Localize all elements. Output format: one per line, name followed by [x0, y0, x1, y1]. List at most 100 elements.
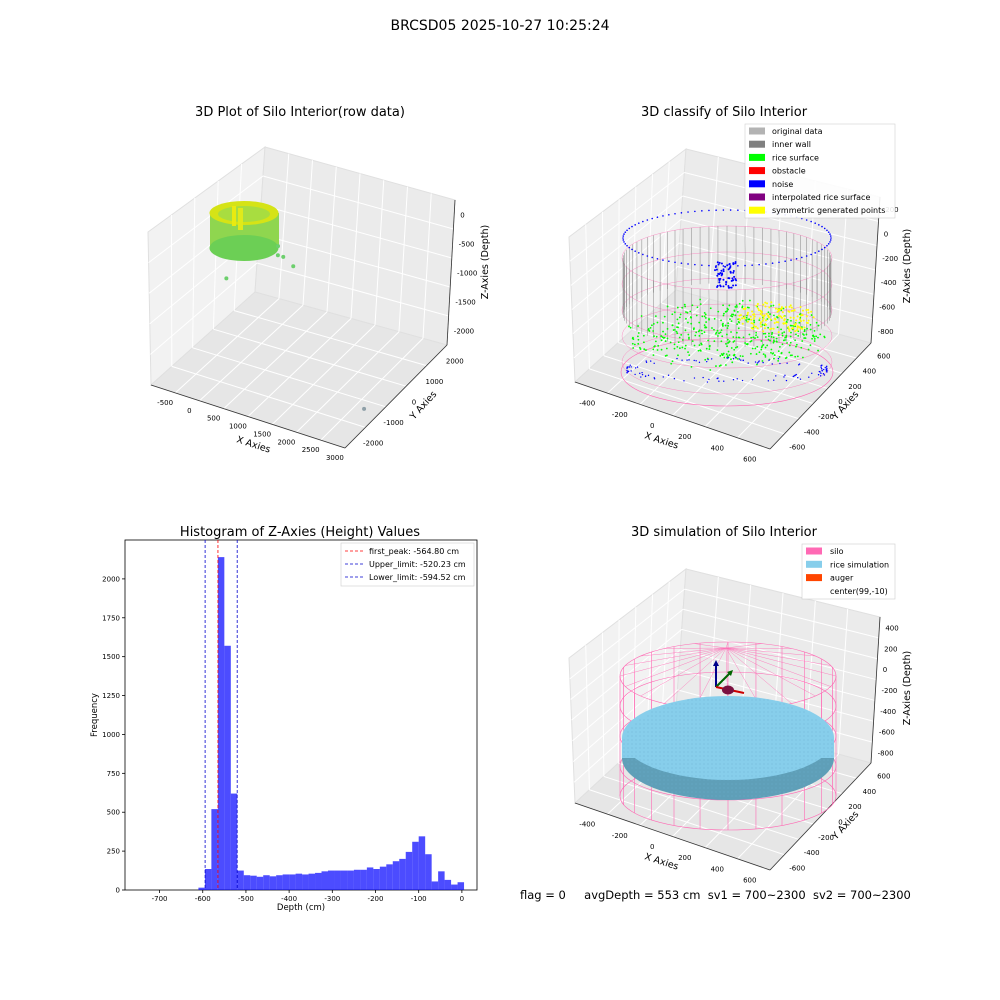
- rice-surface-point: [666, 305, 669, 308]
- rice-sim-dot: [703, 711, 705, 713]
- noise-point: [701, 210, 703, 212]
- noise-point: [718, 281, 721, 284]
- rice-sim-dot: [663, 763, 665, 765]
- rice-sim-dot: [671, 719, 673, 721]
- symmetric-point: [794, 322, 797, 325]
- noise-point: [829, 233, 831, 235]
- rice-sim-dot: [659, 731, 661, 733]
- symmetric-point: [769, 318, 772, 321]
- rice-surface-point: [708, 344, 711, 347]
- rice-surface-point: [652, 354, 655, 357]
- noise-point: [674, 261, 676, 264]
- grid-line: [737, 333, 839, 439]
- rice-sim-dot: [727, 743, 729, 745]
- noise-point: [644, 375, 647, 378]
- rice-sim-dot: [675, 743, 677, 745]
- symmetric-point: [764, 301, 767, 304]
- rice-sim-dot: [763, 727, 765, 729]
- rice-sim-dot: [807, 751, 809, 753]
- rice-sim-dot: [795, 779, 797, 781]
- rice-sim-dot: [739, 787, 741, 789]
- rice-sim-dot: [651, 755, 653, 757]
- rice-sim-dot: [639, 763, 641, 765]
- rice-sim-dot: [731, 707, 733, 709]
- histogram-bar: [425, 854, 432, 890]
- panel4-legend-label: silo: [830, 547, 844, 556]
- rice-surface-point: [725, 342, 727, 345]
- noise-point: [773, 379, 775, 381]
- rice-sim-dot: [807, 743, 809, 745]
- symmetric-point: [784, 306, 787, 309]
- rice-sim-dot: [751, 715, 753, 717]
- rice-surface-point: [653, 335, 655, 338]
- rice-sim-dot: [695, 775, 697, 777]
- rice-sim-dot: [679, 743, 681, 745]
- rice-sim-dot: [671, 787, 673, 789]
- silo-cone-line: [725, 647, 831, 666]
- rice-surface-point: [730, 347, 733, 349]
- noise-point: [729, 271, 732, 274]
- rice-surface-point: [744, 342, 746, 344]
- rice-sim-dot: [667, 787, 669, 789]
- noise-point: [810, 220, 812, 223]
- rice-surface-point: [700, 342, 703, 345]
- symmetric-point: [758, 317, 761, 320]
- rice-sim-dot: [679, 779, 681, 781]
- rice-sim-dot: [807, 739, 809, 741]
- rice-sim-dot: [635, 731, 637, 733]
- noise-point: [786, 362, 788, 364]
- rice-sim-dot: [647, 731, 649, 733]
- panel2-z-tick-label: -400: [881, 279, 897, 287]
- noise-point: [646, 219, 649, 221]
- rice-sim-dot: [647, 747, 649, 749]
- panel1-x-axis: [150, 384, 346, 449]
- rice-sim-dot: [731, 715, 733, 717]
- rice-sim-dot: [767, 791, 769, 793]
- rice-sim-dot: [711, 783, 713, 785]
- rice-surface-point: [749, 352, 752, 355]
- rice-sim-dot: [735, 795, 737, 797]
- rice-sim-dot: [779, 723, 781, 725]
- rice-surface-point: [719, 354, 722, 357]
- symmetric-point: [751, 310, 754, 313]
- rice-sim-dot: [723, 727, 725, 729]
- rice-sim-dot: [699, 711, 701, 713]
- rice-surface-point: [651, 324, 653, 327]
- noise-point: [718, 279, 721, 282]
- rice-sim-dot: [731, 763, 733, 765]
- panel4-z-axis: [870, 616, 881, 764]
- rice-sim-dot: [783, 739, 785, 741]
- rice-sim-dot: [659, 719, 661, 721]
- rice-sim-dot: [651, 735, 653, 737]
- rice-sim-dot: [819, 767, 821, 769]
- grid-line: [684, 588, 879, 639]
- rice-sim-dot: [779, 771, 781, 773]
- status-sv1: sv1 = 700~2300: [707, 888, 806, 902]
- rice-sim-dot: [731, 735, 733, 737]
- rice-sim-dot: [755, 783, 757, 785]
- rice-surface-point: [655, 335, 658, 338]
- noise-point: [732, 284, 735, 287]
- rice-sim-dot: [831, 751, 833, 753]
- noise-point: [707, 358, 709, 361]
- rice-sim-dot: [759, 699, 761, 701]
- rice-surface-point: [673, 311, 676, 314]
- rice-sim-dot: [719, 759, 721, 761]
- noise-point: [817, 374, 820, 376]
- rice-sim-dot: [719, 787, 721, 789]
- rice-surface-point: [785, 356, 788, 359]
- rice-sim-dot: [695, 783, 697, 785]
- rice-surface-point: [731, 313, 733, 316]
- noise-point: [668, 260, 670, 263]
- rice-sim-dot: [771, 779, 773, 781]
- rice-sim-dot: [791, 723, 793, 725]
- noise-point: [827, 243, 830, 245]
- panel4-y-tick-label: -600: [789, 864, 805, 872]
- rice-surface-point: [709, 369, 712, 371]
- rice-surface-point: [631, 342, 634, 345]
- noise-point: [710, 358, 713, 360]
- rice-sim-dot: [799, 779, 801, 781]
- noise-point: [715, 209, 717, 211]
- rice-sim-dot: [695, 795, 697, 797]
